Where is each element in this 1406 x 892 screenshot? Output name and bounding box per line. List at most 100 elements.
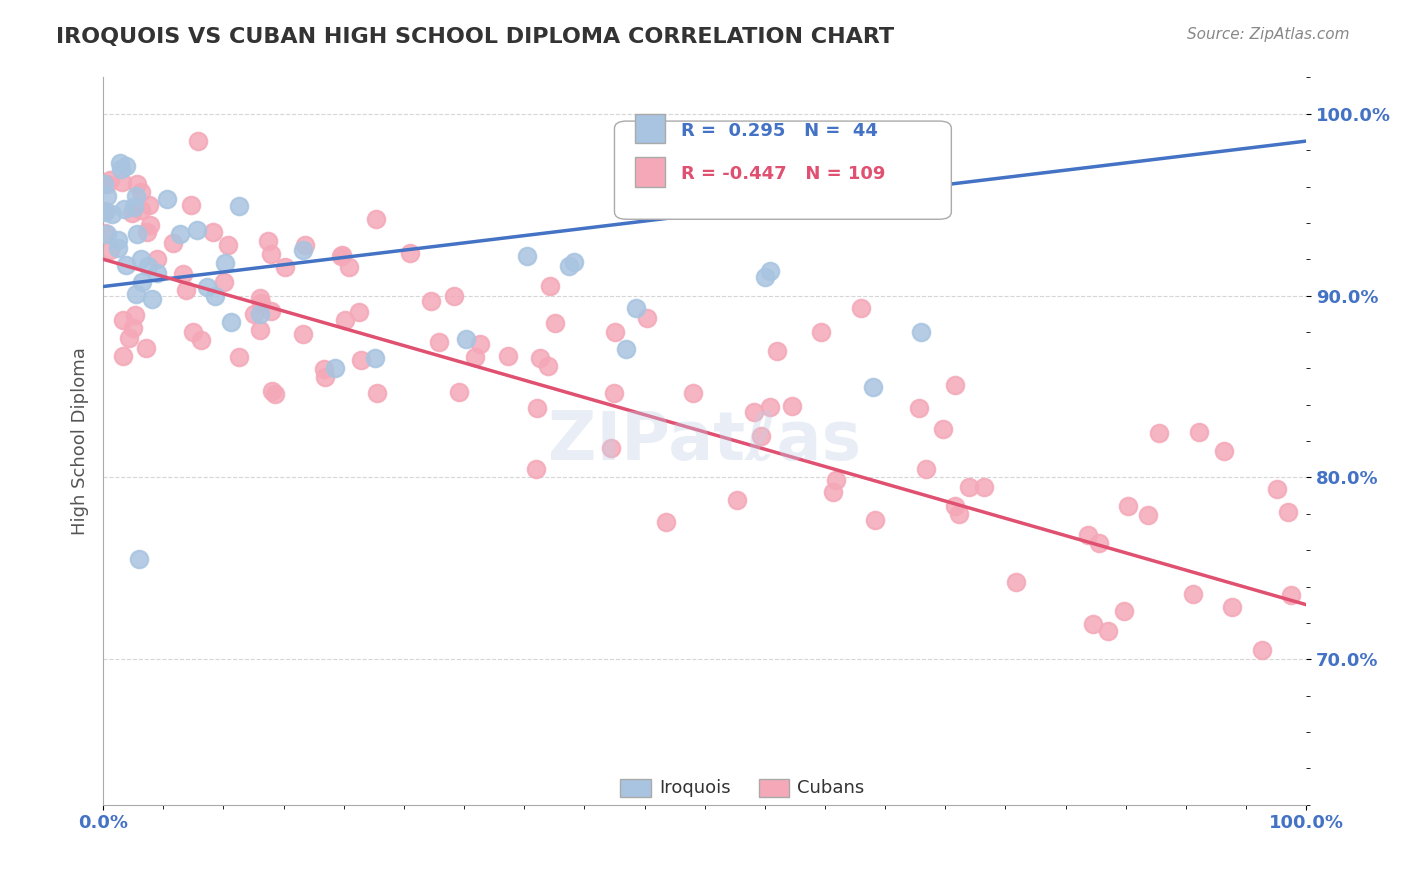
Point — [162, 236, 184, 251]
Point — [447, 384, 470, 399]
Point — [347, 305, 370, 319]
Text: IROQUOIS VS CUBAN HIGH SCHOOL DIPLOMA CORRELATION CHART: IROQUOIS VS CUBAN HIGH SCHOOL DIPLOMA CO… — [56, 27, 894, 46]
Point — [973, 480, 995, 494]
Point — [364, 212, 387, 227]
Point — [174, 283, 197, 297]
Point — [125, 188, 148, 202]
Point — [180, 198, 202, 212]
FancyBboxPatch shape — [620, 780, 651, 797]
Point — [543, 316, 565, 330]
Point — [468, 337, 491, 351]
Point — [1147, 425, 1170, 440]
Point — [602, 385, 624, 400]
Point — [292, 243, 315, 257]
Text: Source: ZipAtlas.com: Source: ZipAtlas.com — [1187, 27, 1350, 42]
Point — [115, 159, 138, 173]
Point — [214, 275, 236, 289]
Point — [825, 473, 848, 487]
Point — [948, 507, 970, 521]
Point — [98, 243, 121, 257]
FancyBboxPatch shape — [614, 121, 952, 219]
Point — [169, 227, 191, 241]
Point — [219, 316, 242, 330]
Point — [1251, 643, 1274, 657]
Point — [93, 204, 115, 219]
Point — [759, 401, 782, 415]
Point — [195, 279, 218, 293]
Point — [127, 227, 149, 241]
Point — [131, 275, 153, 289]
Point — [749, 428, 772, 442]
Point — [96, 227, 118, 242]
Point — [257, 234, 280, 248]
Point — [145, 252, 167, 266]
Point — [93, 203, 115, 218]
Point — [294, 238, 316, 252]
Point — [1077, 528, 1099, 542]
Point — [138, 218, 160, 232]
Point — [614, 343, 637, 357]
Point — [96, 189, 118, 203]
Point — [399, 245, 422, 260]
Point — [754, 270, 776, 285]
Point — [1188, 425, 1211, 439]
Point — [264, 387, 287, 401]
Point — [1005, 574, 1028, 589]
Point — [1097, 624, 1119, 639]
Point — [1277, 506, 1299, 520]
Point — [181, 325, 204, 339]
Point — [314, 369, 336, 384]
Point — [330, 249, 353, 263]
Point — [121, 321, 143, 335]
Point — [337, 260, 360, 274]
Point — [125, 287, 148, 301]
Point — [862, 380, 884, 394]
Point — [1182, 587, 1205, 601]
Point — [136, 259, 159, 273]
Text: ZIPatℓas: ZIPatℓas — [548, 408, 862, 474]
FancyBboxPatch shape — [636, 114, 665, 143]
Point — [558, 259, 581, 273]
Text: Iroquois: Iroquois — [659, 779, 731, 797]
Point — [243, 308, 266, 322]
Point — [1265, 482, 1288, 496]
Point — [172, 268, 194, 282]
Point — [204, 289, 226, 303]
Point — [725, 493, 748, 508]
Point — [187, 134, 209, 148]
Y-axis label: High School Diploma: High School Diploma — [72, 347, 89, 535]
Point — [915, 461, 938, 475]
Point — [186, 223, 208, 237]
Point — [228, 350, 250, 364]
Point — [112, 349, 135, 363]
Text: R = -0.447   N = 109: R = -0.447 N = 109 — [681, 165, 884, 183]
Point — [124, 309, 146, 323]
Text: Cubans: Cubans — [797, 779, 865, 797]
Point — [821, 485, 844, 500]
Point — [94, 226, 117, 240]
Point — [780, 400, 803, 414]
Point — [758, 264, 780, 278]
Point — [135, 341, 157, 355]
Point — [636, 311, 658, 326]
Point — [1087, 535, 1109, 549]
Point — [118, 331, 141, 345]
Point — [108, 155, 131, 169]
Point — [516, 249, 538, 263]
Point — [131, 185, 153, 199]
Point — [931, 421, 953, 435]
Point — [427, 335, 450, 350]
Point — [766, 343, 789, 358]
Point — [260, 304, 283, 318]
Point — [110, 162, 132, 177]
Point — [101, 207, 124, 221]
Point — [121, 206, 143, 220]
Point — [529, 351, 551, 366]
Point — [910, 325, 932, 339]
Point — [115, 258, 138, 272]
Point — [122, 200, 145, 214]
Point — [524, 462, 547, 476]
Point — [249, 307, 271, 321]
Point — [742, 405, 765, 419]
Point — [93, 177, 115, 191]
